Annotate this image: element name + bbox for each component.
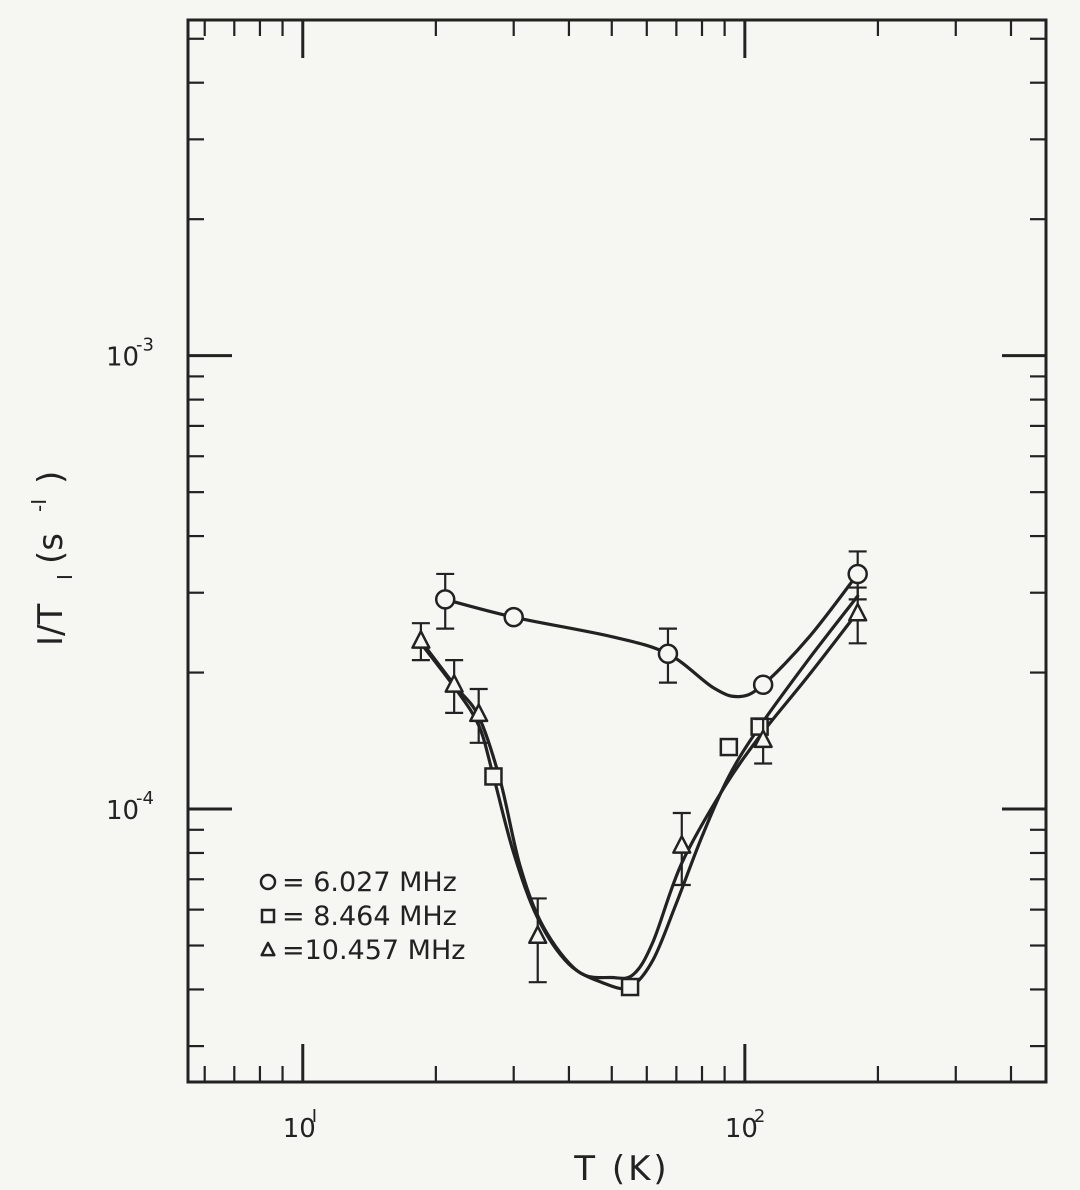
y-axis-title-unit-close: )	[31, 471, 71, 484]
series-curve-circle	[443, 572, 860, 699]
data-point-circle	[752, 674, 774, 695]
x-tick-label-exp: 2	[754, 1106, 765, 1127]
x-axis-title: T (K)	[573, 1149, 669, 1189]
data-point-circle	[434, 589, 456, 610]
x-tick-label-base: 10	[283, 1114, 316, 1144]
data-point-square	[719, 737, 739, 757]
legend-symbol-triangle	[260, 941, 276, 957]
y-axis-title-sub: I	[53, 574, 77, 580]
legend: = 6.027 MHz= 8.464 MHz=10.457 MHz	[259, 867, 465, 966]
legend-symbol-square	[260, 908, 276, 924]
data-point-triangle	[444, 674, 464, 693]
data-point-triangle	[528, 925, 548, 945]
y-tick-label: 10-4	[106, 788, 154, 826]
x-tick-label-base: 10	[725, 1114, 758, 1144]
data-point-triangle	[753, 729, 773, 749]
series-curve-triangle	[419, 610, 860, 980]
y-tick-label: 10-3	[106, 335, 154, 373]
y-axis-title-main: I/T	[31, 604, 71, 646]
axis-ticks	[188, 20, 1046, 1082]
data-point-circle	[503, 606, 524, 628]
y-tick-label-base: 10	[106, 343, 139, 373]
axis-titles: T (K) I/T I (s -I)	[27, 471, 669, 1189]
data-point-triangle	[469, 703, 489, 723]
y-axis-title-unit: (s	[31, 533, 71, 564]
data-point-triangle	[848, 602, 868, 622]
legend-label: = 6.027 MHz	[282, 867, 457, 898]
x-tick-label-exp: I	[312, 1106, 317, 1127]
data-point-circle	[847, 563, 868, 585]
y-axis-title-unit-exp: -I	[27, 499, 51, 512]
x-tick-label: 10I	[283, 1106, 317, 1144]
y-tick-label-exp: -3	[136, 335, 154, 356]
legend-symbol-circle	[259, 873, 277, 891]
data-point-square	[620, 977, 640, 997]
data-point-circle	[657, 643, 679, 665]
x-tick-label: 102	[725, 1106, 765, 1144]
y-tick-label-base: 10	[106, 796, 139, 826]
legend-label: =10.457 MHz	[282, 935, 465, 966]
legend-label: = 8.464 MHz	[282, 901, 457, 932]
data-point-triangle	[672, 835, 692, 854]
data-point-square	[484, 767, 503, 786]
plot-border	[186, 18, 1048, 1084]
y-tick-label-exp: -4	[136, 788, 154, 809]
data-points	[411, 550, 868, 997]
data-point-triangle	[411, 630, 431, 649]
plot-frame	[186, 18, 1048, 1084]
y-axis-title: I/T I (s -I)	[27, 471, 77, 646]
